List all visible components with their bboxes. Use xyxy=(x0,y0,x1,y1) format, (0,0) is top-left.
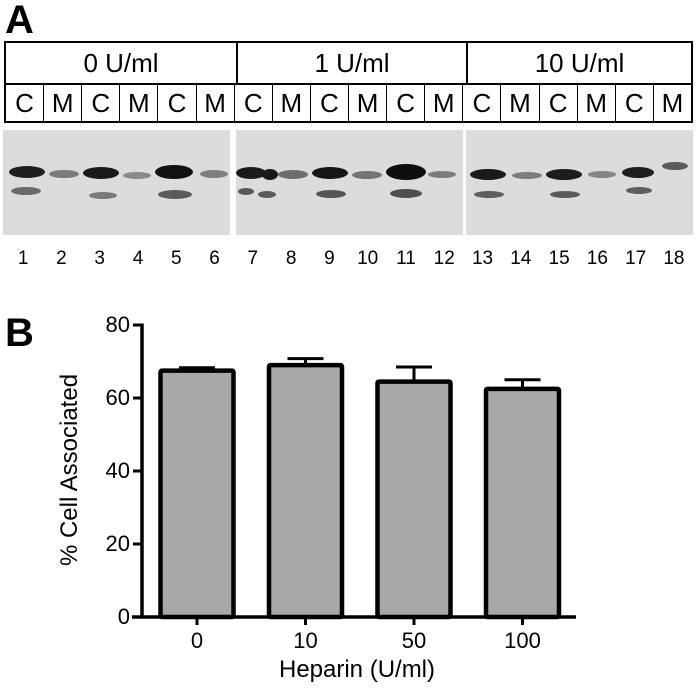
lane-header-table: 0 U/ml 1 U/ml 10 U/ml C M C M C M C M C … xyxy=(4,41,693,123)
lane-number: 10 xyxy=(357,248,379,269)
lane-type: M xyxy=(652,84,691,121)
lane-type: C xyxy=(462,84,500,121)
gel-image-2 xyxy=(466,130,693,235)
group-label-0: 0 U/ml xyxy=(83,48,159,78)
group-label-2: 10 U/ml xyxy=(466,43,691,83)
bar xyxy=(483,386,562,620)
lane-number: 1 xyxy=(17,248,29,269)
lane-number: 16 xyxy=(586,248,608,269)
lane-number: 12 xyxy=(433,248,455,269)
y-tick-label: 60 xyxy=(105,385,130,410)
lane-number: 4 xyxy=(132,248,144,269)
panel-a-label: A xyxy=(5,0,34,42)
lane-type: M xyxy=(424,84,462,121)
lane-number: 13 xyxy=(471,248,494,269)
panel-b-label: B xyxy=(5,311,34,355)
x-tick-label: 100 xyxy=(504,628,541,653)
lane-type: C xyxy=(15,88,34,118)
y-tick-label: 20 xyxy=(105,531,130,556)
y-tick-label: 0 xyxy=(117,604,130,629)
x-tick-label: 10 xyxy=(293,628,318,653)
lane-number: 18 xyxy=(663,248,685,269)
y-tick-label: 40 xyxy=(105,458,130,483)
lane-number: 17 xyxy=(625,248,647,269)
lane-number: 6 xyxy=(209,248,220,269)
lane-number: 14 xyxy=(510,248,532,269)
x-tick-label: 50 xyxy=(401,628,427,653)
lane-type: M xyxy=(119,84,157,121)
lane-number: 5 xyxy=(170,248,182,269)
lane-type: M xyxy=(576,84,615,121)
bar xyxy=(158,368,236,620)
lane-type: C xyxy=(157,84,195,121)
lane-type: C xyxy=(81,84,119,121)
lane-type: C xyxy=(309,84,348,121)
y-tick-label: 80 xyxy=(105,312,130,337)
lane-number: 7 xyxy=(247,248,259,269)
lane-type: C xyxy=(538,84,577,121)
lane-type: M xyxy=(347,84,386,121)
lane-type: M xyxy=(195,84,234,121)
lane-number: 3 xyxy=(94,248,105,269)
lane-number: 11 xyxy=(396,248,416,269)
lane-type: M xyxy=(271,84,310,121)
lane-number: 8 xyxy=(285,248,297,269)
lane-type: M xyxy=(43,84,81,121)
bar xyxy=(266,362,345,620)
gel-image-1 xyxy=(236,130,463,235)
lane-type: M xyxy=(500,84,538,121)
bar xyxy=(375,379,453,620)
lane-number: 15 xyxy=(548,248,570,269)
lane-number: 2 xyxy=(56,248,67,269)
lane-type: C xyxy=(614,84,653,121)
lane-numbers: 1 2 3 4 5 6 7 8 9 10 11 12 13 14 15 16 1… xyxy=(4,248,693,270)
x-axis-label: Heparin (U/ml) xyxy=(278,656,436,683)
group-label-1: 1 U/ml xyxy=(236,43,466,83)
lane-type-row: C M C M C M C M C M C M C M C M C M xyxy=(6,84,691,121)
gel-image-0 xyxy=(3,130,230,235)
x-tick-label: 0 xyxy=(190,628,204,653)
lane-type: C xyxy=(386,84,424,121)
lane-type: C xyxy=(233,84,272,121)
lane-number: 9 xyxy=(324,248,335,269)
